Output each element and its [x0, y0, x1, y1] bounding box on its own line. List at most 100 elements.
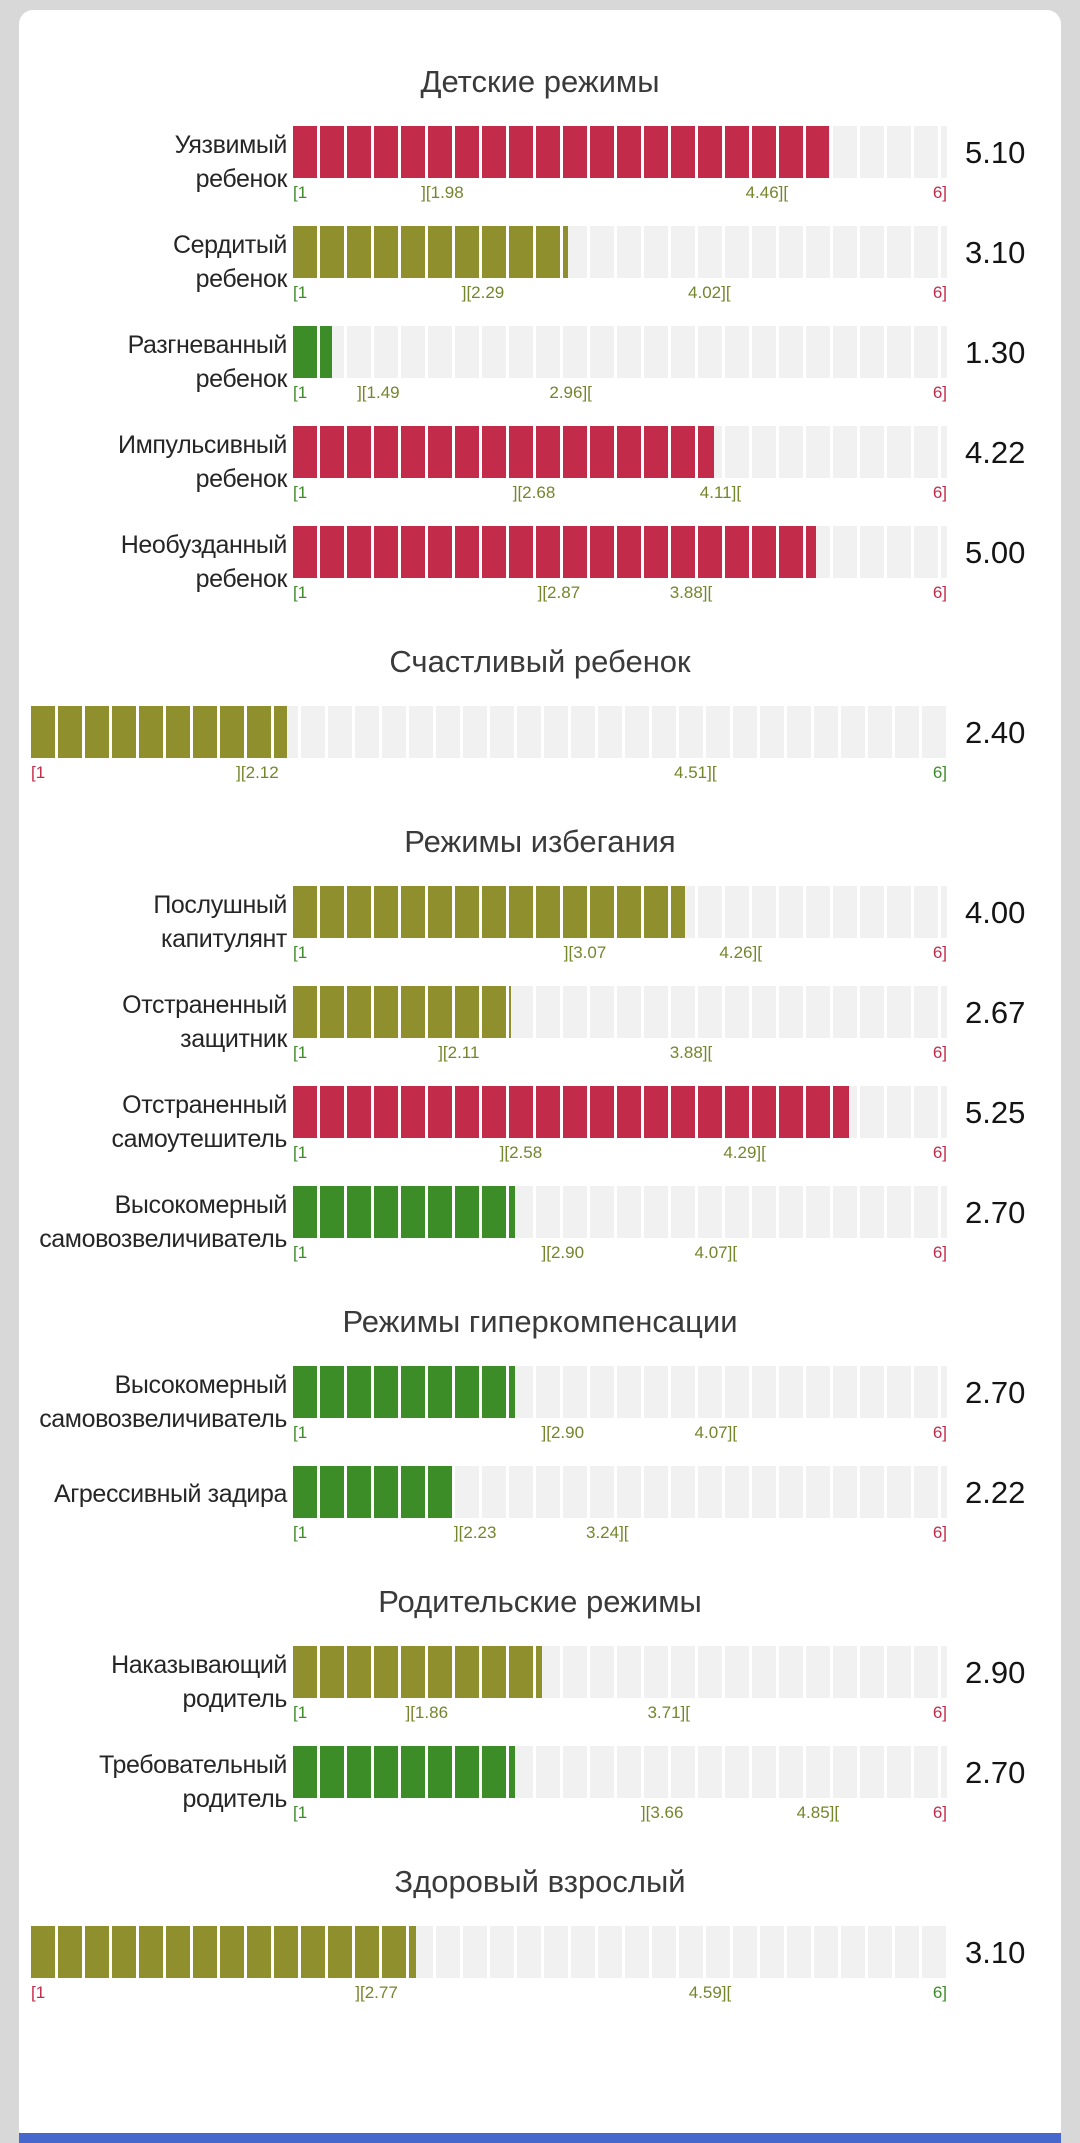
scale-markers: [1 ][2.87 3.88][ 6] — [293, 578, 947, 604]
score-value: 5.25 — [965, 1095, 1026, 1130]
scale-label-line: Импульсивный — [118, 431, 287, 459]
scale-max-marker: 6] — [932, 1043, 947, 1062]
bar-area: [1 ][2.11 3.88][ 6] — [293, 986, 947, 1064]
scale-label-line: защитник — [180, 1025, 287, 1053]
score-bar-fill — [293, 126, 830, 178]
scale-label-line: Уязвимый — [174, 131, 288, 159]
score-value: 2.70 — [965, 1755, 1026, 1790]
scale-min-marker: [1 — [293, 283, 308, 302]
bar-area: [1 ][2.77 4.59][ 6] — [31, 1926, 947, 2004]
scale-row: Наказывающий родитель [1 ][1.86 3.71][ 6]… — [31, 1646, 1049, 1724]
scale-label: Необузданный ребенок — [31, 526, 288, 596]
score-bar-track — [31, 1926, 947, 1978]
norm-high-marker: 4.11][ — [699, 483, 742, 502]
mode-section: Режимы гиперкомпенсации Высокомерный само… — [31, 1304, 1049, 1544]
scale-min-marker: [1 — [293, 183, 308, 202]
score-bar-fill — [293, 526, 817, 578]
score-bar-fill — [293, 1186, 516, 1238]
scale-row: Высокомерный самовозвеличиватель [1 ][2.9… — [31, 1366, 1049, 1444]
scale-row: Агрессивный задира [1 ][2.23 3.24][ 6] 2… — [31, 1466, 1049, 1544]
section-rows: Послушный капитулянт [1 ][3.07 4.26][ 6] … — [31, 886, 1049, 1264]
scale-row: [1 ][2.12 4.51][ 6] 2.40 — [31, 706, 1049, 784]
mode-section: Детские режимы Уязвимый ребенок [1 ][1.98… — [31, 64, 1049, 604]
scale-label-line: Агрессивный задира — [53, 1480, 287, 1508]
score-bar-fill — [293, 986, 512, 1038]
scale-min-marker: [1 — [293, 483, 308, 502]
scale-label: Агрессивный задира — [31, 1466, 287, 1511]
scale-row: Требовательный родитель [1 ][3.66 4.85][ … — [31, 1746, 1049, 1824]
bar-area: [1 ][1.98 4.46][ 6] — [293, 126, 947, 204]
norm-low-marker: ][2.29 — [461, 283, 505, 302]
scale-label-line: Высокомерный — [114, 1191, 288, 1219]
score-bar-fill — [293, 1366, 516, 1418]
norm-low-marker: ][1.86 — [405, 1703, 449, 1722]
norm-high-marker: 4.51][ — [674, 763, 717, 782]
scale-row: Послушный капитулянт [1 ][3.07 4.26][ 6] … — [31, 886, 1049, 964]
norm-high-marker: 4.07][ — [694, 1423, 738, 1442]
scale-min-marker: [1 — [293, 1043, 308, 1062]
scale-min-marker: [1 — [293, 1703, 308, 1722]
norm-low-marker: ][3.07 — [563, 943, 607, 962]
scale-markers: [1 ][2.90 4.07][ 6] — [293, 1238, 947, 1264]
scale-max-marker: 6] — [932, 383, 947, 402]
scale-max-marker: 6] — [932, 1523, 947, 1542]
score-bar-fill — [31, 1926, 416, 1978]
score-bar-fill — [293, 426, 715, 478]
scale-markers: [1 ][2.23 3.24][ 6] — [293, 1518, 947, 1544]
section-title: Режимы гиперкомпенсации — [342, 1304, 738, 1339]
mode-section: Здоровый взрослый [1 ][2.77 4.59][ 6] 3.… — [31, 1864, 1049, 2004]
score-bar-fill — [31, 706, 288, 758]
norm-high-marker: 3.88][ — [669, 583, 713, 602]
score-bar-track — [293, 1646, 947, 1698]
scale-label-line: Послушный — [153, 891, 287, 919]
score-value: 5.10 — [965, 135, 1026, 170]
norm-low-marker: ][2.87 — [537, 583, 581, 602]
norm-high-marker: 4.07][ — [694, 1243, 738, 1262]
scale-max-marker: 6] — [932, 763, 947, 782]
scale-row: Разгневанный ребенок [1 ][1.49 2.96][ 6] … — [31, 326, 1049, 404]
scale-min-marker: [1 — [293, 1243, 308, 1262]
section-rows: [1 ][2.12 4.51][ 6] 2.40 — [31, 706, 1049, 784]
score-value: 3.10 — [965, 1935, 1026, 1970]
mode-section: Счастливый ребенок [1 ][2.12 4.51][ 6] 2… — [31, 644, 1049, 784]
bar-area: [1 ][2.29 4.02][ 6] — [293, 226, 947, 304]
scale-markers: [1 ][1.98 4.46][ 6] — [293, 178, 947, 204]
score-value: 5.00 — [965, 535, 1026, 570]
score-value: 2.90 — [965, 1655, 1026, 1690]
scale-max-marker: 6] — [932, 1243, 947, 1262]
norm-low-marker: ][2.23 — [453, 1523, 497, 1542]
score-bar-track — [293, 886, 947, 938]
scale-label: Отстраненный защитник — [31, 986, 287, 1056]
section-title: Режимы избегания — [404, 824, 676, 859]
score-bar-track — [293, 526, 947, 578]
scale-max-marker: 6] — [932, 283, 947, 302]
norm-low-marker: ][2.90 — [541, 1243, 585, 1262]
bar-area: [1 ][2.68 4.11][ 6] — [293, 426, 947, 504]
score-value: 3.10 — [965, 235, 1026, 270]
section-title: Родительские режимы — [378, 1584, 702, 1619]
norm-low-marker: ][2.11 — [438, 1043, 480, 1062]
scale-max-marker: 6] — [932, 583, 947, 602]
scale-row: Высокомерный самовозвеличиватель [1 ][2.9… — [31, 1186, 1049, 1264]
scale-min-marker: [1 — [31, 1983, 46, 2002]
score-value: 2.70 — [965, 1375, 1026, 1410]
norm-high-marker: 4.02][ — [688, 283, 731, 302]
scale-label-line: Наказывающий — [111, 1651, 287, 1679]
score-value: 2.67 — [965, 995, 1026, 1030]
scale-label: Уязвимый ребенок — [31, 126, 288, 196]
scale-label: Высокомерный самовозвеличиватель — [31, 1366, 287, 1436]
bar-area: [1 ][3.66 4.85][ 6] — [293, 1746, 947, 1824]
bar-area: [1 ][2.23 3.24][ 6] — [293, 1466, 947, 1544]
section-rows: Уязвимый ребенок [1 ][1.98 4.46][ 6] 5.10… — [31, 126, 1049, 604]
scale-label: Требовательный родитель — [31, 1746, 287, 1816]
scale-markers: [1 ][3.07 4.26][ 6] — [293, 938, 947, 964]
score-bar-fill — [293, 1466, 453, 1518]
bar-area: [1 ][2.12 4.51][ 6] — [31, 706, 947, 784]
scale-label-line: Сердитый — [172, 231, 287, 259]
scale-markers: [1 ][1.86 3.71][ 6] — [293, 1698, 947, 1724]
bar-area: [1 ][2.90 4.07][ 6] — [293, 1186, 947, 1264]
scale-max-marker: 6] — [932, 183, 947, 202]
score-bar-track — [293, 326, 947, 378]
score-value: 4.22 — [965, 435, 1026, 470]
scale-label: Импульсивный ребенок — [31, 426, 287, 496]
